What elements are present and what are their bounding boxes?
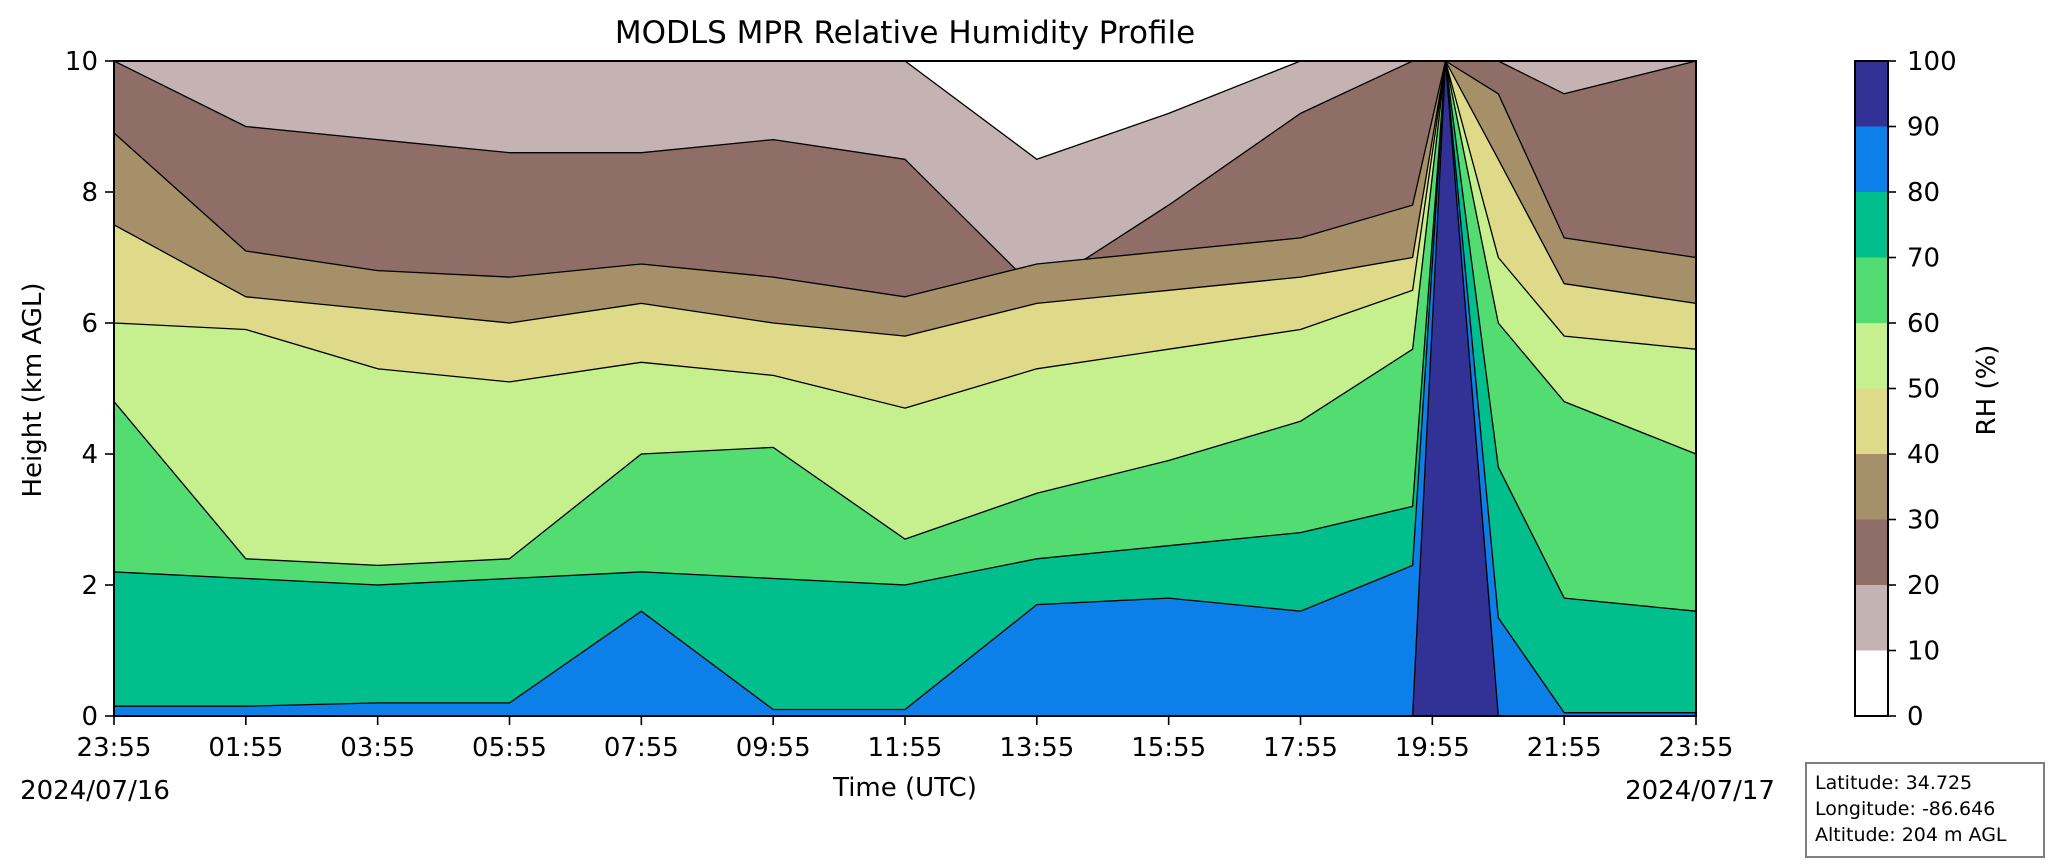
colorbar-swatch-20-30 <box>1855 519 1888 585</box>
colorbar-swatch-90-100 <box>1855 61 1888 127</box>
colorbar-tick-label: 40 <box>1907 440 1940 470</box>
y-axis-label: Height (km AGL) <box>18 282 48 497</box>
colorbar-swatch-80-90 <box>1855 126 1888 192</box>
altitude-text: Altitude: 204 m AGL <box>1815 824 2007 846</box>
x-tick-label: 01:55 <box>208 733 283 763</box>
x-tick-label: 19:55 <box>1395 733 1470 763</box>
colorbar-tick-label: 20 <box>1907 571 1940 601</box>
colorbar: 0 10 20 30 40 50 60 70 80 90 100 <box>1854 47 1957 732</box>
latitude-text: Latitude: 34.725 <box>1815 772 1973 794</box>
start-date-label: 2024/07/16 <box>20 776 170 806</box>
colorbar-swatch-60-70 <box>1855 257 1888 323</box>
colorbar-tick-label: 90 <box>1907 113 1940 143</box>
colorbar-swatch-0-10 <box>1855 650 1888 716</box>
y-tick-label: 2 <box>81 571 98 601</box>
x-tick-label: 21:55 <box>1527 733 1602 763</box>
colorbar-swatch-70-80 <box>1855 192 1888 258</box>
colorbar-tick-label: 0 <box>1907 702 1924 732</box>
chart-title: MODLS MPR Relative Humidity Profile <box>615 15 1195 51</box>
colorbar-swatch-40-50 <box>1855 388 1888 454</box>
x-tick-label: 09:55 <box>736 733 811 763</box>
x-tick-label: 23:55 <box>1659 733 1734 763</box>
location-info-box: Latitude: 34.725 Longitude: -86.646 Alti… <box>1805 762 2045 858</box>
colorbar-tick-label: 50 <box>1907 375 1940 405</box>
colorbar-swatch-10-20 <box>1855 585 1888 651</box>
x-axis-label: Time (UTC) <box>832 773 977 803</box>
end-date-label: 2024/07/17 <box>1625 776 1775 806</box>
colorbar-tick-label: 60 <box>1907 309 1940 339</box>
colorbar-label: RH (%) <box>1972 345 2002 436</box>
rh-band-80-90 <box>113 60 1697 717</box>
x-axis: 23:55 01:55 03:55 05:55 07:55 09:55 11:55 13:55… <box>77 716 1734 763</box>
colorbar-tick-label: 30 <box>1907 506 1940 536</box>
colorbar-tick-label: 10 <box>1907 637 1940 667</box>
longitude-text: Longitude: -86.646 <box>1815 798 1996 820</box>
colorbar-tick-label: 70 <box>1907 244 1940 274</box>
rh-band-70-80 <box>113 60 1697 717</box>
x-tick-label: 17:55 <box>1263 733 1338 763</box>
x-tick-label: 13:55 <box>999 733 1074 763</box>
colorbar-swatch-50-60 <box>1855 323 1888 389</box>
x-tick-label: 03:55 <box>340 733 415 763</box>
x-tick-label: 07:55 <box>604 733 679 763</box>
x-tick-label: 15:55 <box>1131 733 1206 763</box>
colorbar-tick-label: 80 <box>1907 178 1940 208</box>
y-tick-label: 0 <box>81 702 98 732</box>
colorbar-tick-label: 100 <box>1907 47 1957 77</box>
plot-area <box>113 60 1697 717</box>
y-tick-label: 8 <box>81 178 98 208</box>
y-tick-label: 4 <box>81 440 98 470</box>
x-tick-label: 11:55 <box>868 733 943 763</box>
y-tick-label: 6 <box>81 309 98 339</box>
x-tick-label: 23:55 <box>77 733 152 763</box>
y-axis: 0 2 4 6 8 10 <box>65 47 114 732</box>
colorbar-swatch-30-40 <box>1855 454 1888 520</box>
x-tick-label: 05:55 <box>472 733 547 763</box>
y-tick-label: 10 <box>65 47 98 77</box>
